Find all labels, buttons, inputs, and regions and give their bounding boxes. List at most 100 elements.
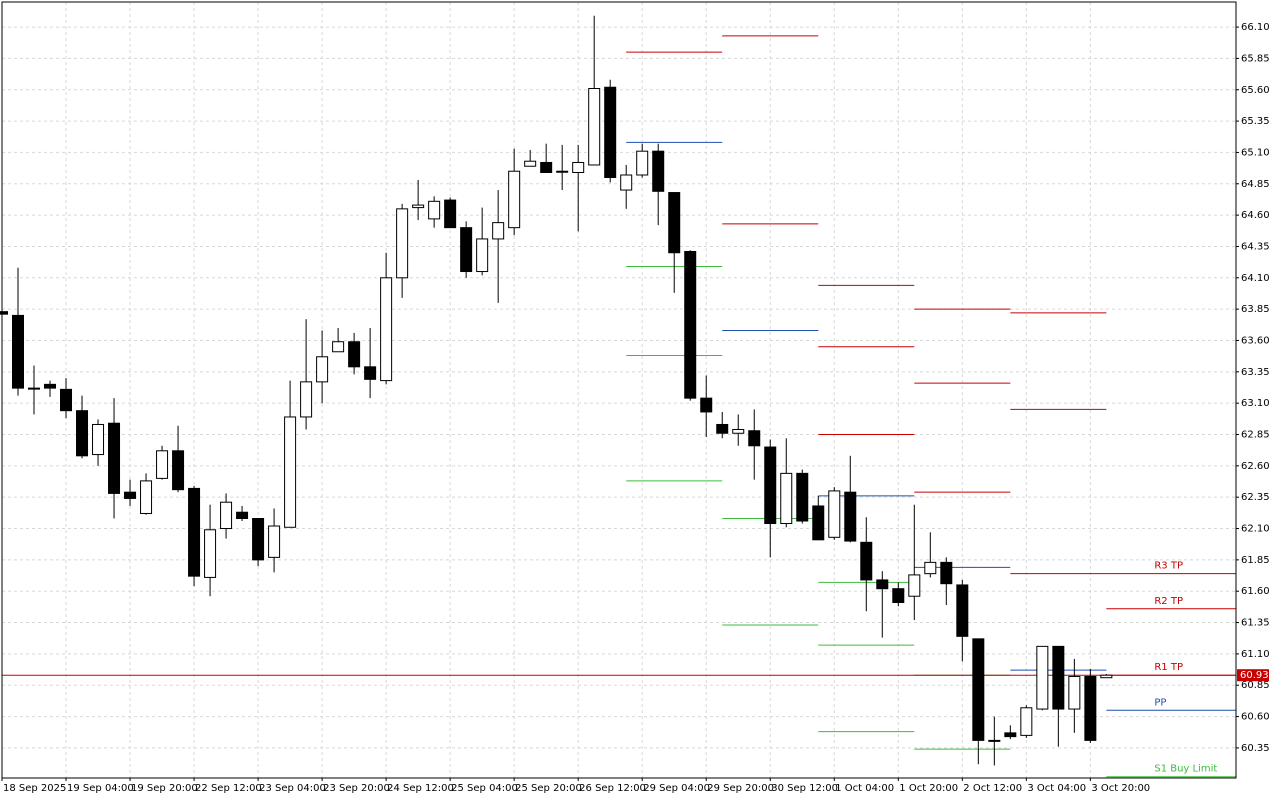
candle-body — [1036, 645, 1049, 710]
candle-body — [396, 208, 409, 279]
candle-body — [924, 561, 937, 575]
candle-body — [44, 383, 57, 389]
candle-body — [1084, 675, 1097, 741]
candle-body — [284, 416, 297, 528]
pivot-label: R2 TP — [1154, 596, 1183, 607]
candle-body — [604, 86, 617, 179]
x-tick-label: 19 Sep 20:00 — [131, 783, 198, 794]
candle-body — [1068, 675, 1081, 710]
candle-body — [364, 366, 377, 380]
pivot-label: S1 Buy Limit — [1154, 764, 1217, 775]
candle-body — [940, 561, 953, 585]
candle-body — [972, 638, 985, 741]
candle-body — [300, 381, 313, 418]
y-tick-label: 66.10 — [1241, 22, 1270, 33]
x-tick-label: 2 Oct 12:00 — [963, 783, 1022, 794]
y-tick-label: 65.60 — [1241, 85, 1270, 96]
candle-body — [124, 491, 137, 499]
candle-body — [796, 472, 809, 522]
x-tick-label: 24 Sep 12:00 — [387, 783, 454, 794]
x-tick-label: 25 Sep 04:00 — [451, 783, 518, 794]
y-tick-label: 64.10 — [1241, 273, 1270, 284]
candle-body — [268, 525, 281, 558]
candle-body — [188, 487, 201, 577]
candle-body — [476, 238, 489, 273]
candle-body — [348, 341, 361, 368]
candle-body — [572, 161, 585, 173]
candle-body — [156, 450, 169, 479]
candle-body — [828, 490, 841, 538]
y-tick-label: 63.35 — [1241, 367, 1270, 378]
y-tick-label: 63.85 — [1241, 304, 1270, 315]
x-tick-label: 18 Sep 2025 — [3, 783, 66, 794]
candle-body — [492, 222, 505, 240]
y-tick-label: 65.35 — [1241, 116, 1270, 127]
candle-body — [108, 422, 121, 494]
x-tick-label: 23 Sep 04:00 — [259, 783, 326, 794]
y-tick-label: 60.35 — [1241, 743, 1270, 754]
x-tick-label: 29 Sep 04:00 — [643, 783, 710, 794]
plot-border — [1, 1, 1237, 779]
candle-body — [748, 430, 761, 447]
y-tick-label: 63.10 — [1241, 398, 1270, 409]
candle-body — [876, 579, 889, 590]
y-tick-label: 61.85 — [1241, 555, 1270, 566]
y-tick-label: 63.60 — [1241, 335, 1270, 346]
candle-body — [844, 491, 857, 542]
candle-body — [908, 574, 921, 597]
candle-body — [316, 356, 329, 383]
x-tick-label: 22 Sep 12:00 — [195, 783, 262, 794]
y-tick-label: 65.10 — [1241, 147, 1270, 158]
y-tick-label: 61.60 — [1241, 586, 1270, 597]
x-tick-label: 26 Sep 12:00 — [579, 783, 646, 794]
candle-body — [444, 199, 457, 229]
x-tick-label: 23 Sep 20:00 — [323, 783, 390, 794]
candle-body — [76, 410, 89, 457]
candle-body — [780, 472, 793, 525]
y-tick-label: 64.85 — [1241, 179, 1270, 190]
candle-body — [236, 511, 249, 519]
candle-body — [732, 428, 745, 434]
candle-body — [380, 277, 393, 382]
y-tick-label: 60.60 — [1241, 712, 1270, 723]
y-tick-label: 60.85 — [1241, 680, 1270, 691]
candle-body — [956, 584, 969, 637]
candle-body — [28, 387, 41, 390]
y-tick-label: 61.35 — [1241, 618, 1270, 629]
pivot-label: R3 TP — [1154, 561, 1183, 572]
price-tag — [1237, 669, 1269, 682]
candle-body — [204, 529, 217, 578]
candle-body — [220, 501, 233, 530]
candle-body — [988, 739, 1001, 742]
candle-body — [652, 150, 665, 192]
candle-body — [636, 150, 649, 176]
y-tick-label: 64.60 — [1241, 210, 1270, 221]
y-tick-label: 61.10 — [1241, 649, 1270, 660]
candle-body — [620, 174, 633, 191]
candle-body — [700, 397, 713, 413]
candle-body — [140, 480, 153, 514]
candle-body — [172, 450, 185, 491]
y-tick-label: 62.35 — [1241, 492, 1270, 503]
candle-body — [1004, 732, 1017, 738]
x-tick-label: 29 Sep 20:00 — [707, 783, 774, 794]
candle-body — [860, 541, 873, 581]
x-tick-label: 3 Oct 04:00 — [1027, 783, 1086, 794]
candle-body — [60, 388, 73, 412]
candle-body — [508, 170, 521, 229]
candle-body — [412, 204, 425, 209]
candle-body — [764, 446, 777, 525]
candle-body — [332, 341, 345, 353]
candle-body — [428, 200, 441, 220]
x-tick-label: 1 Oct 20:00 — [899, 783, 958, 794]
y-tick-label: 62.10 — [1241, 524, 1270, 535]
candle-body — [812, 505, 825, 541]
candle-body — [1020, 707, 1033, 736]
candle-body — [12, 314, 25, 389]
candle-body — [252, 517, 265, 561]
x-tick-label: 30 Sep 12:00 — [771, 783, 838, 794]
y-tick-label: 64.35 — [1241, 241, 1270, 252]
